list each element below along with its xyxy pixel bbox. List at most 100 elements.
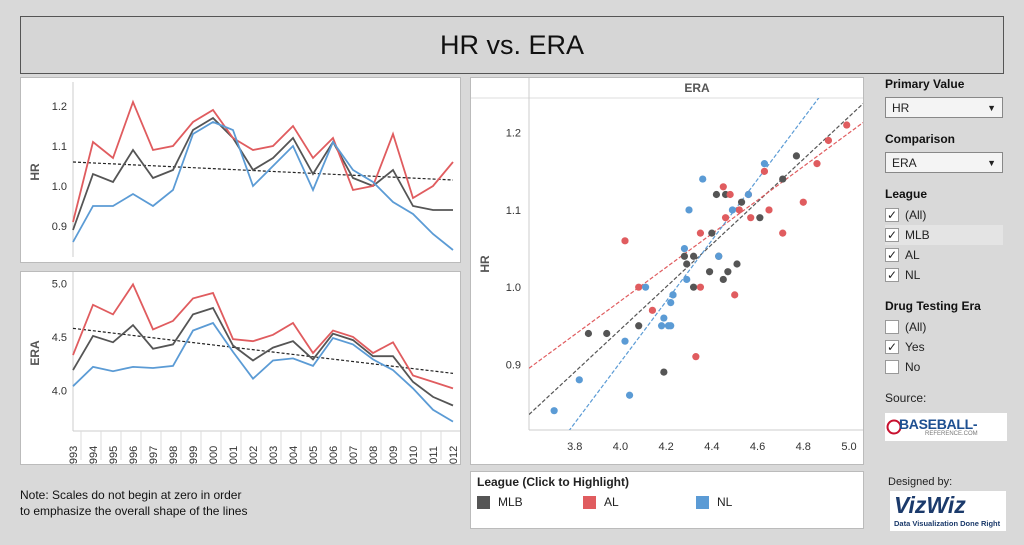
scatter-point-mlb [680, 252, 689, 260]
legend-item-mlb[interactable]: MLB [477, 495, 523, 509]
legend-item-nl[interactable]: NL [696, 495, 732, 509]
scatter-point-al [692, 353, 700, 361]
checkbox-icon[interactable] [885, 320, 899, 334]
scatter-point-al [719, 183, 727, 191]
scatter-point-al [696, 283, 705, 291]
checkbox-icon[interactable]: ✓ [885, 268, 899, 282]
scatter-point-nl [685, 206, 693, 214]
scatter-point-nl [728, 206, 737, 214]
checkbox-icon[interactable]: ✓ [885, 248, 899, 262]
checkbox-icon[interactable]: ✓ [885, 340, 899, 354]
legend-item-al[interactable]: AL [583, 495, 619, 509]
league-option-label: MLB [905, 228, 930, 242]
scatter-point-al [747, 214, 755, 222]
scatter-point-mlb [660, 368, 668, 376]
y-axis-title: HR [478, 255, 492, 273]
y-tick-label: 0.9 [52, 221, 67, 233]
checkbox-icon[interactable]: ✓ [885, 208, 899, 222]
hr-line-chart[interactable]: 0.9 1.0 1.1 1.2 HR [20, 77, 461, 263]
legend-label: MLB [498, 495, 523, 509]
y-tick-label: 1.0 [506, 282, 521, 294]
y-axis-title: HR [28, 163, 42, 181]
x-tick-label: 2007 [348, 446, 360, 465]
scatter-point-mlb [733, 260, 741, 268]
primary-value-title: Primary Value [885, 77, 965, 91]
trend-line-al [529, 121, 863, 369]
primary-value-selected: HR [892, 100, 910, 115]
scatter-point-mlb [712, 190, 721, 199]
scatter-point-mlb [779, 175, 787, 183]
scatter-point-mlb [705, 268, 714, 276]
x-tick-label: 1994 [88, 446, 100, 465]
y-tick-label: 5.0 [52, 278, 67, 290]
checkbox-icon[interactable]: ✓ [885, 228, 899, 242]
league-filter-list: ✓ (All) ✓ MLB ✓ AL ✓ NL [885, 205, 1007, 285]
designed-by-label: Designed by: [888, 476, 953, 488]
scale-note: Note: Scales do not begin at zero in ord… [20, 487, 320, 519]
league-option-label: (All) [905, 208, 927, 222]
league-option-all[interactable]: ✓ (All) [885, 205, 1003, 225]
comparison-dropdown[interactable]: ERA ▼ [885, 152, 1003, 173]
drug-era-option-no[interactable]: No [885, 357, 1003, 377]
scatter-point-nl [657, 322, 666, 330]
x-tick-label: 4.4 [704, 441, 719, 453]
scatter-point-mlb [603, 329, 611, 338]
scatter-plot-area [529, 98, 863, 430]
drug-era-option-label: (All) [905, 320, 927, 334]
hr-vs-era-scatter[interactable]: ERA 0.9 1.0 1.1 1.2 3.8 4.0 4.2 4.4 4.6 4.8 5.0 HR [470, 77, 864, 465]
legend-swatch [583, 495, 596, 509]
primary-value-dropdown[interactable]: HR ▼ [885, 97, 1003, 118]
scatter-point-nl [660, 314, 668, 322]
scatter-point-mlb [689, 252, 698, 260]
x-tick-label: 2003 [268, 446, 280, 465]
league-option-label: AL [905, 248, 920, 262]
series-line-al [72, 282, 454, 390]
league-option-mlb[interactable]: ✓ MLB [885, 225, 1003, 245]
x-tick-label: 3.8 [567, 441, 582, 453]
y-tick-label: 1.1 [506, 205, 521, 217]
scatter-point-nl [641, 283, 650, 291]
y-tick-label: 4.0 [52, 386, 67, 398]
trend-line [72, 327, 454, 374]
dashboard-title-box: HR vs. ERA [20, 16, 1004, 74]
x-tick-label: 1995 [108, 446, 120, 465]
y-axis-title: ERA [28, 340, 42, 366]
drug-era-option-yes[interactable]: ✓ Yes [885, 337, 1003, 357]
x-tick-label: 1998 [168, 446, 180, 465]
era-line-chart[interactable]: 4.0 4.5 5.0 ERA 1993 1994 1995 1996 1997 1998 1999… [20, 271, 461, 465]
y-tick-label: 1.2 [506, 128, 521, 140]
drug-era-option-all[interactable]: (All) [885, 317, 1003, 337]
comparison-selected: ERA [892, 155, 917, 170]
scatter-point-nl [667, 299, 675, 307]
league-legend: League (Click to Highlight) MLB AL NL [470, 471, 864, 529]
scatter-point-al [696, 229, 705, 237]
x-tick-label: 2006 [328, 446, 340, 465]
y-tick-label: 4.5 [52, 332, 67, 344]
scatter-point-nl [699, 175, 707, 183]
series-line-mlb [72, 306, 454, 407]
x-tick-label: 1993 [68, 446, 80, 465]
scatter-point-nl [550, 407, 558, 415]
series-line-mlb [72, 116, 453, 231]
league-option-nl[interactable]: ✓ NL [885, 265, 1003, 285]
vizwiz-logo[interactable]: VizWiz Data Visualization Done Right [890, 491, 1006, 531]
x-tick-label: 5.0 [841, 441, 856, 453]
baseball-reference-logo[interactable]: BASEBALL- REFERENCE.COM [885, 413, 1007, 441]
scatter-point-mlb [708, 229, 716, 237]
scatter-point-nl [744, 190, 753, 199]
x-tick-label: 2001 [228, 446, 240, 465]
scatter-point-al [721, 214, 730, 222]
scatter-point-al [799, 198, 807, 206]
scatter-point-mlb [737, 198, 746, 206]
series-line-al [72, 99, 454, 223]
x-tick-label: 2012 [448, 446, 460, 465]
x-tick-label: 1996 [128, 446, 140, 465]
baseball-icon [886, 419, 902, 435]
scatter-point-al [731, 291, 739, 299]
drug-era-filter-title: Drug Testing Era [885, 299, 981, 313]
y-tick-label: 1.0 [52, 181, 67, 193]
x-tick-label: 2005 [308, 446, 320, 465]
league-option-al[interactable]: ✓ AL [885, 245, 1003, 265]
checkbox-icon[interactable] [885, 360, 899, 374]
scatter-point-mlb [724, 268, 732, 276]
